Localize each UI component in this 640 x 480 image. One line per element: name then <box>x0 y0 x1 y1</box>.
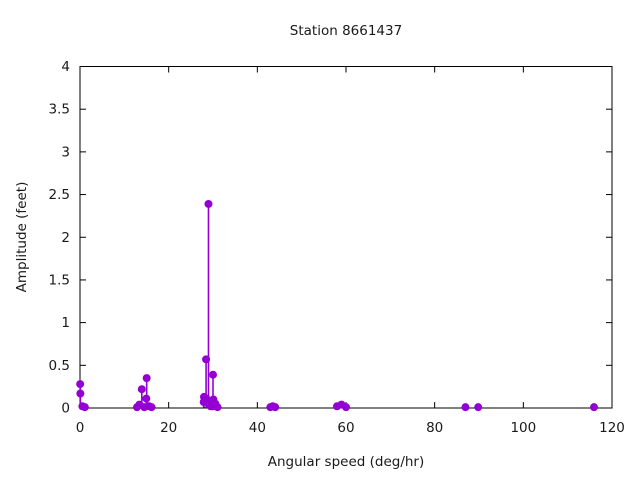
data-point <box>142 394 151 403</box>
x-tick-label: 40 <box>249 420 266 436</box>
data-points <box>76 199 599 412</box>
y-axis-label: Amplitude (feet) <box>14 182 30 293</box>
data-point <box>461 403 470 412</box>
chart-title: Station 8661437 <box>290 23 402 39</box>
y-tick-label: 1 <box>61 315 70 331</box>
data-point <box>590 403 599 412</box>
y-tick-label: 3 <box>61 144 70 160</box>
x-tick-label: 100 <box>510 420 536 436</box>
x-tick-label: 60 <box>337 420 354 436</box>
data-point <box>271 403 280 412</box>
y-tick-label: 2 <box>61 230 70 246</box>
data-point <box>76 389 85 398</box>
data-point <box>474 403 483 412</box>
data-point <box>137 385 146 394</box>
data-point <box>342 403 350 412</box>
y-tick-label: 3.5 <box>49 102 70 118</box>
x-tick-label: 0 <box>76 420 85 436</box>
x-tick-label: 120 <box>599 420 625 436</box>
y-tick-label: 1.5 <box>49 272 70 288</box>
data-point <box>147 403 156 412</box>
x-tick-label: 80 <box>426 420 443 436</box>
data-point <box>76 380 85 389</box>
data-point <box>80 403 89 412</box>
data-point <box>202 355 211 364</box>
axis-tick-labels: 0 20 40 60 80 100 120 0 0.5 1 1.5 2 2.5 3 3.5 4 <box>49 59 625 436</box>
data-point <box>213 403 222 412</box>
x-tick-label: 20 <box>160 420 177 436</box>
y-tick-label: 4 <box>61 59 70 75</box>
data-point <box>142 374 151 383</box>
x-axis-label: Angular speed (deg/hr) <box>268 454 425 470</box>
y-tick-label: 2.5 <box>49 187 70 203</box>
data-point <box>204 199 213 208</box>
data-point <box>209 370 217 379</box>
plot-area: 0 20 40 60 80 100 120 0 0.5 1 1.5 2 2.5 3 3.5 4 <box>49 59 625 436</box>
y-tick-label: 0.5 <box>49 358 70 374</box>
y-tick-label: 0 <box>61 401 70 417</box>
